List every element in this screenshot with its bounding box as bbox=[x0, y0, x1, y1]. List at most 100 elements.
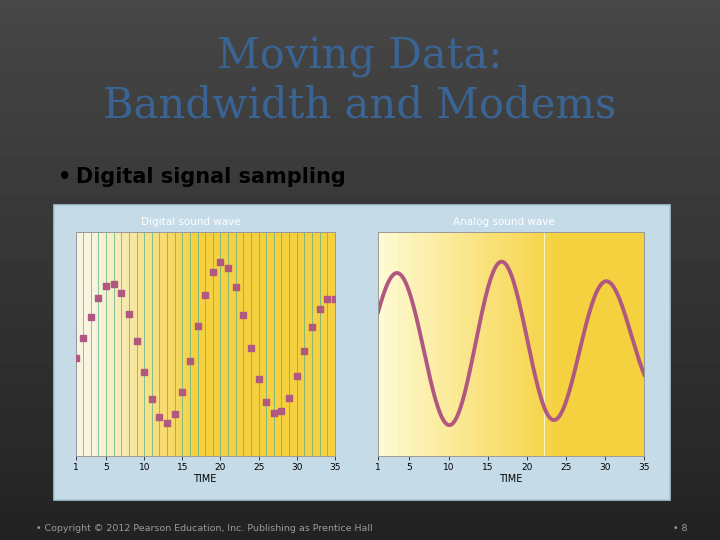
Bar bbox=[257, 178, 264, 510]
Bar bbox=[425, 178, 431, 510]
Bar bbox=[153, 178, 160, 510]
Bar bbox=[322, 178, 328, 510]
Bar bbox=[134, 178, 140, 510]
Bar bbox=[179, 178, 186, 510]
Bar bbox=[604, 178, 611, 510]
Bar bbox=[531, 178, 538, 510]
Text: •: • bbox=[58, 167, 71, 187]
Point bbox=[153, 413, 165, 422]
Bar bbox=[491, 178, 498, 510]
Bar bbox=[270, 178, 276, 510]
Point bbox=[314, 305, 325, 313]
Point bbox=[230, 282, 241, 291]
Point bbox=[268, 409, 279, 417]
Bar bbox=[538, 178, 544, 510]
Text: Bandwidth and Modems: Bandwidth and Modems bbox=[104, 84, 616, 126]
Bar bbox=[418, 178, 425, 510]
Point bbox=[261, 397, 272, 406]
Point bbox=[161, 418, 173, 427]
Point bbox=[108, 280, 120, 288]
Bar bbox=[431, 178, 438, 510]
Point bbox=[131, 337, 143, 346]
Point bbox=[215, 258, 226, 266]
Bar bbox=[638, 178, 644, 510]
Bar bbox=[577, 178, 585, 510]
Bar bbox=[192, 178, 199, 510]
Bar bbox=[140, 178, 147, 510]
Point bbox=[169, 410, 181, 418]
Bar bbox=[478, 178, 485, 510]
Bar bbox=[458, 178, 464, 510]
Point bbox=[176, 388, 188, 397]
Bar bbox=[82, 178, 89, 510]
Bar bbox=[571, 178, 577, 510]
Point bbox=[70, 353, 81, 362]
Bar bbox=[225, 178, 231, 510]
Point bbox=[238, 311, 249, 320]
Bar bbox=[199, 178, 205, 510]
Bar bbox=[585, 178, 591, 510]
Bar bbox=[309, 178, 315, 510]
Bar bbox=[264, 178, 270, 510]
Bar bbox=[121, 178, 127, 510]
Bar bbox=[392, 178, 398, 510]
Point bbox=[222, 263, 234, 272]
Bar bbox=[552, 178, 558, 510]
Bar bbox=[212, 178, 218, 510]
Bar bbox=[328, 178, 335, 510]
Bar bbox=[611, 178, 618, 510]
Bar bbox=[384, 178, 392, 510]
Bar bbox=[160, 178, 166, 510]
Bar bbox=[315, 178, 322, 510]
Bar bbox=[127, 178, 134, 510]
Point bbox=[85, 313, 96, 321]
Bar bbox=[244, 178, 251, 510]
Bar bbox=[451, 178, 458, 510]
Bar bbox=[591, 178, 598, 510]
Bar bbox=[205, 178, 212, 510]
Bar bbox=[398, 178, 405, 510]
Bar bbox=[405, 178, 411, 510]
Bar bbox=[598, 178, 604, 510]
Bar bbox=[378, 178, 384, 510]
Point bbox=[116, 289, 127, 298]
Bar bbox=[218, 178, 225, 510]
Point bbox=[246, 344, 257, 353]
Bar bbox=[108, 178, 114, 510]
Bar bbox=[289, 178, 296, 510]
Bar bbox=[147, 178, 153, 510]
Bar bbox=[472, 178, 478, 510]
Point bbox=[291, 372, 302, 381]
Point bbox=[93, 294, 104, 302]
Bar bbox=[283, 178, 289, 510]
Point bbox=[283, 394, 294, 402]
Point bbox=[146, 395, 158, 403]
Bar bbox=[498, 178, 505, 510]
Text: • Copyright © 2012 Pearson Education, Inc. Publishing as Prentice Hall: • Copyright © 2012 Pearson Education, In… bbox=[36, 524, 373, 532]
Bar bbox=[302, 178, 309, 510]
Point bbox=[299, 347, 310, 355]
Bar bbox=[76, 178, 82, 510]
Text: Digital sound wave: Digital sound wave bbox=[141, 218, 240, 227]
Bar bbox=[464, 178, 472, 510]
Text: Moving Data:: Moving Data: bbox=[217, 36, 503, 78]
Bar bbox=[438, 178, 445, 510]
Bar bbox=[505, 178, 511, 510]
Bar bbox=[186, 178, 192, 510]
Point bbox=[306, 323, 318, 332]
Bar bbox=[296, 178, 302, 510]
Point bbox=[78, 334, 89, 342]
Point bbox=[321, 295, 333, 303]
Point bbox=[207, 267, 219, 276]
Bar bbox=[485, 178, 491, 510]
Bar bbox=[173, 178, 179, 510]
Bar bbox=[631, 178, 638, 510]
X-axis label: TIME: TIME bbox=[194, 474, 217, 484]
Point bbox=[123, 309, 135, 318]
Point bbox=[329, 294, 341, 303]
Bar bbox=[238, 178, 244, 510]
Text: • 8: • 8 bbox=[673, 524, 688, 532]
Bar bbox=[558, 178, 564, 510]
Bar bbox=[114, 178, 121, 510]
Point bbox=[184, 357, 196, 366]
